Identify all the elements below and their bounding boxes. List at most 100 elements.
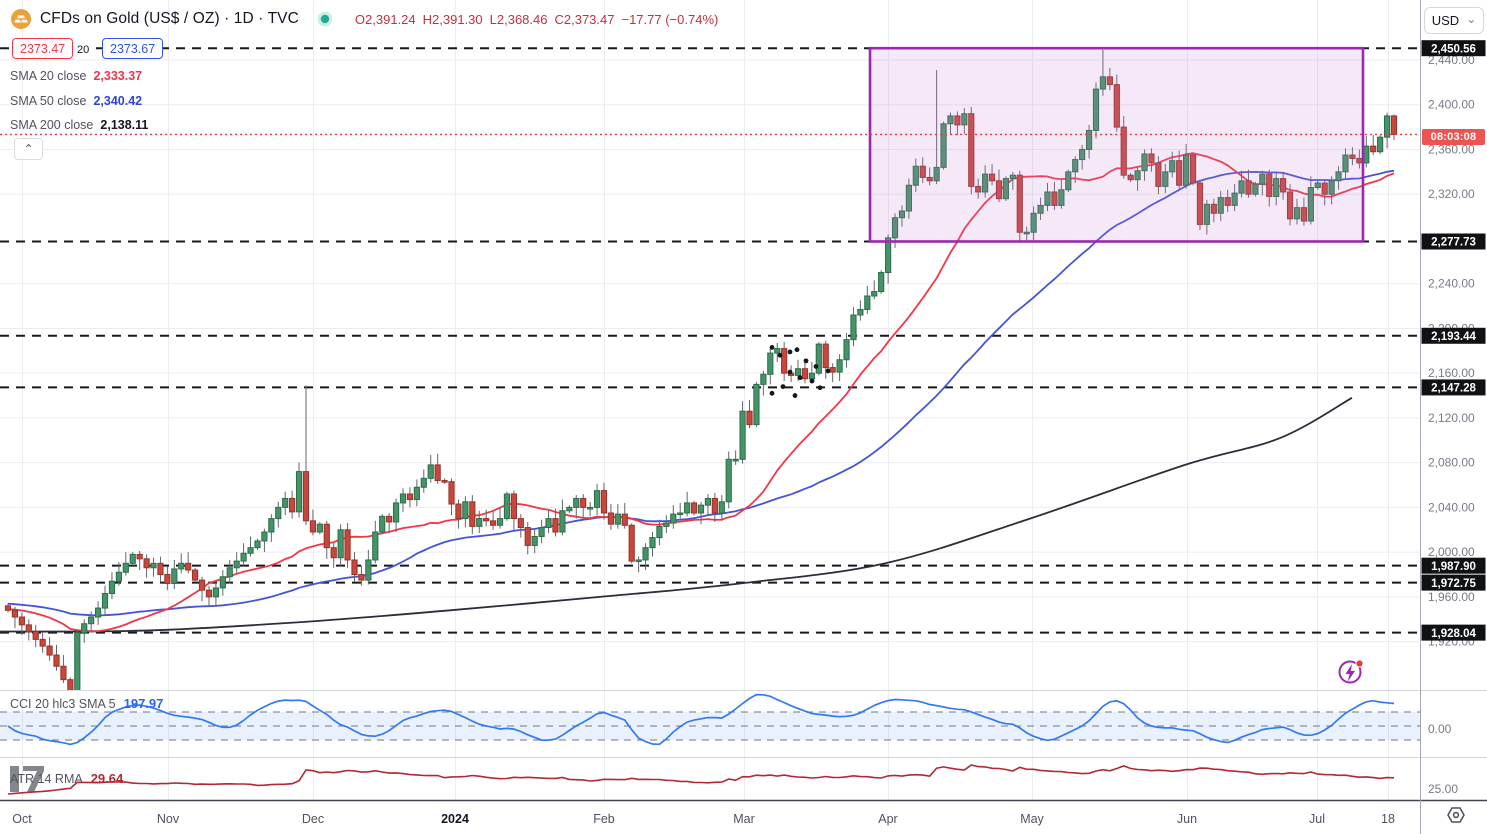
- candle-up: [1079, 148, 1086, 161]
- cci-legend-row[interactable]: CCI 20 hlc3 SMA 5 197.97: [10, 696, 163, 711]
- candle-down: [309, 520, 317, 533]
- flash-alert-icon[interactable]: [1338, 659, 1364, 684]
- candle-up: [843, 339, 850, 361]
- candle-up: [649, 537, 656, 549]
- candle-down: [1224, 197, 1231, 206]
- time-tick-label: 18: [1381, 812, 1395, 826]
- price-tick-label: 2,120.00: [1428, 411, 1475, 425]
- time-tick-label: 2024: [441, 812, 469, 826]
- candle-up: [1162, 171, 1169, 187]
- candle-up: [545, 518, 552, 529]
- candle-down: [25, 624, 32, 633]
- time-tick-label: Feb: [593, 812, 615, 826]
- atr-legend-row[interactable]: ATR 14 RMA 29.64: [10, 771, 123, 786]
- candle-down: [1349, 154, 1356, 159]
- candle-up: [74, 632, 81, 691]
- candle-down: [157, 562, 164, 576]
- candle-up: [392, 502, 400, 523]
- market-status-icon[interactable]: [317, 11, 333, 27]
- cci-panel[interactable]: [0, 693, 1420, 746]
- ohlc-part: L2,368.46: [489, 11, 548, 27]
- main-panel[interactable]: [0, 46, 1420, 713]
- candle-up: [108, 580, 116, 595]
- candle-up: [226, 567, 233, 578]
- ohlc-part: C2,373.47: [554, 11, 615, 27]
- price-tick-label: 2,440.00: [1428, 53, 1475, 67]
- candle-up: [1002, 178, 1010, 200]
- candle-up: [1044, 191, 1051, 206]
- candle-up: [1134, 170, 1141, 181]
- brush-dots-drawing[interactable]: [769, 345, 831, 398]
- time-axis[interactable]: Oct Nov Dec 2024 Feb Mar Apr May Jun Jul 18: [12, 812, 1395, 826]
- drawing-price-label-red[interactable]: 2373.47: [12, 38, 74, 59]
- indicator-legend-row[interactable]: SMA 200 close 2,138.11: [10, 113, 148, 138]
- candle-up: [275, 506, 282, 520]
- candle-up: [1183, 154, 1190, 186]
- svg-text:1,972.75: 1,972.75: [1431, 578, 1476, 590]
- candle-down: [455, 503, 462, 520]
- axis-settings-gear-icon[interactable]: [1447, 807, 1465, 823]
- candle-down: [1370, 145, 1377, 153]
- svg-text:2,277.73: 2,277.73: [1431, 237, 1476, 249]
- candle-up: [656, 525, 663, 539]
- candle-down: [344, 529, 351, 561]
- candle-down: [926, 176, 933, 182]
- candle-down: [1016, 174, 1023, 233]
- candle-down: [1266, 173, 1273, 197]
- atr-legend-label: ATR 14 RMA: [10, 771, 83, 786]
- candle-up: [898, 210, 906, 219]
- candle-down: [469, 501, 476, 527]
- candle-up: [1307, 187, 1314, 222]
- candle-up: [677, 512, 684, 516]
- atr-legend-value: 29.64: [90, 771, 124, 786]
- candle-up: [1058, 189, 1065, 206]
- price-tick-label: 2,040.00: [1428, 500, 1475, 514]
- candle-down: [18, 616, 25, 626]
- indicator-legend-row[interactable]: SMA 20 close 2,333.37: [10, 64, 148, 89]
- candle-up: [295, 471, 303, 513]
- time-tick-label: May: [1020, 812, 1044, 826]
- indicator-value: 2,333.37: [93, 69, 143, 84]
- candle-up: [115, 571, 122, 582]
- candle-up: [1203, 203, 1210, 225]
- candle-up: [684, 502, 691, 514]
- symbol-title[interactable]: CFDs on Gold (US$ / OZ) · 1D · TVC: [40, 10, 299, 27]
- candle-down: [358, 574, 365, 581]
- svg-text:2,450.56: 2,450.56: [1431, 43, 1476, 55]
- candle-down: [46, 645, 53, 656]
- candle-down: [1051, 191, 1058, 206]
- time-tick-label: Oct: [12, 812, 32, 826]
- candle-up: [1065, 171, 1072, 191]
- level-price-badge: [1421, 557, 1486, 574]
- candle-up: [753, 383, 760, 426]
- highlight-rectangle-drawing[interactable]: [868, 46, 1365, 243]
- candle-up: [885, 237, 892, 274]
- candle-up: [212, 587, 220, 598]
- atr-panel[interactable]: [7, 764, 1395, 795]
- candle-down: [711, 497, 718, 514]
- candle-up: [850, 314, 857, 341]
- candle-up: [836, 359, 843, 373]
- legend-collapse-button[interactable]: ⌃: [14, 138, 43, 160]
- price-tick-label: 2,000.00: [1428, 545, 1475, 559]
- candle-up: [538, 527, 545, 537]
- candle-down: [1245, 180, 1252, 195]
- candle-up: [462, 501, 469, 520]
- candle-down: [11, 609, 19, 618]
- level-price-badge: [1421, 379, 1486, 396]
- candle-up: [1342, 154, 1349, 173]
- symbol-legend-row[interactable]: CFDs on Gold (US$ / OZ) · 1D · TVC O2,39…: [10, 8, 718, 30]
- price-tick-label: 2,360.00: [1428, 142, 1475, 156]
- currency-dropdown[interactable]: USD ⌄: [1424, 7, 1484, 34]
- candle-up: [129, 553, 136, 564]
- drawing-price-label-blue[interactable]: 2373.67: [102, 38, 164, 59]
- candle-down: [580, 497, 587, 508]
- indicator-legend-row[interactable]: SMA 50 close 2,340.42: [10, 89, 148, 114]
- candle-up: [1023, 231, 1030, 235]
- candle-down: [968, 113, 975, 187]
- candle-up: [88, 616, 95, 625]
- candle-up: [1231, 192, 1238, 206]
- price-axis[interactable]: 2,440.00 2,400.00 2,360.00 2,320.00 2,240.00…: [1421, 40, 1486, 796]
- candle-up: [871, 291, 878, 297]
